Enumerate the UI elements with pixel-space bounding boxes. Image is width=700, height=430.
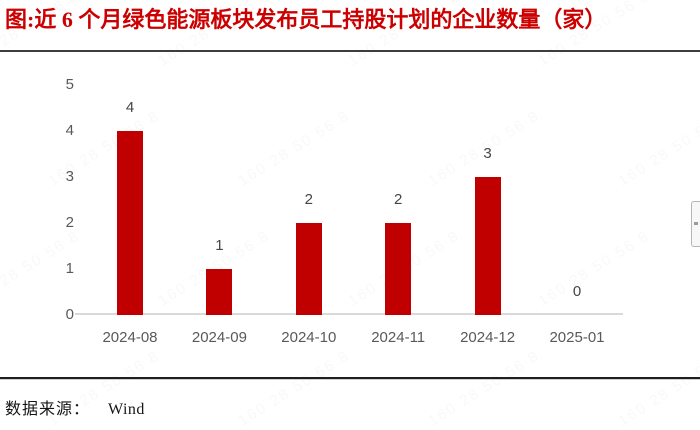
x-tick-label: 2024-09 [191, 329, 247, 346]
handle-dash-icon [694, 222, 698, 225]
bar [117, 131, 143, 315]
y-tick-label: 4 [65, 122, 74, 139]
y-tick-label: 0 [65, 306, 74, 323]
bar-chart: 0 1 2 3 4 5 4 2024-08 1 2024-09 2 2024-10 2 2024-11 3 2… [0, 52, 700, 377]
bar-value-label: 2 [304, 191, 313, 208]
x-tick-label: 2025-01 [549, 329, 605, 346]
title-divider-rule [0, 50, 700, 52]
data-source-value: Wind [108, 401, 145, 418]
x-axis-line [75, 313, 623, 315]
bar [206, 269, 233, 315]
x-tick-label: 2024-12 [460, 329, 516, 346]
x-tick-label: 2024-08 [102, 329, 158, 346]
bar-value-label: 0 [572, 283, 582, 300]
bar-value-label: 2 [394, 191, 403, 208]
y-tick-label: 5 [65, 76, 74, 93]
bar-value-label: 1 [215, 237, 224, 254]
bar [385, 223, 412, 315]
bar [295, 223, 322, 315]
bar-value-label: 3 [483, 145, 492, 162]
data-source-label: 数据来源： [5, 401, 91, 418]
footer-divider-rule [0, 377, 700, 380]
bar [474, 177, 501, 315]
y-tick-label: 1 [65, 260, 74, 277]
x-tick-label: 2024-11 [371, 329, 426, 346]
bar-value-label: 4 [125, 99, 135, 116]
data-source-line: 数据来源： Wind [5, 395, 145, 419]
chart-title: 图:近 6 个月绿色能源板块发布员工持股计划的企业数量（家） [5, 7, 607, 32]
x-tick-label: 2024-10 [281, 329, 337, 346]
y-tick-label: 3 [65, 168, 74, 185]
y-tick-label: 2 [65, 214, 74, 231]
side-panel-handle[interactable] [691, 201, 700, 247]
